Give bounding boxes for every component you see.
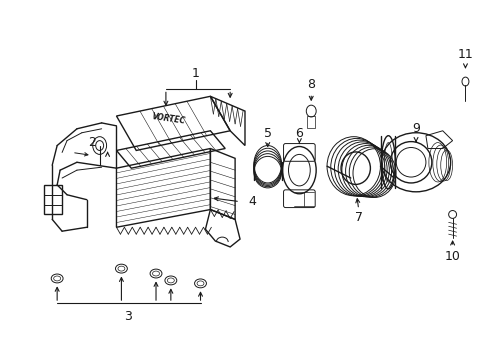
Bar bbox=[306, 116, 315, 128]
Text: 2: 2 bbox=[88, 136, 96, 149]
Text: 3: 3 bbox=[124, 310, 132, 323]
Text: 6: 6 bbox=[295, 127, 303, 140]
Text: 8: 8 bbox=[306, 78, 315, 91]
Text: 10: 10 bbox=[444, 250, 460, 263]
Text: 7: 7 bbox=[354, 211, 362, 224]
Text: 5: 5 bbox=[263, 127, 271, 140]
Text: 1: 1 bbox=[191, 67, 199, 80]
Bar bbox=[44, 185, 62, 215]
Text: 4: 4 bbox=[247, 195, 255, 208]
Text: 9: 9 bbox=[411, 122, 419, 135]
Text: 11: 11 bbox=[457, 49, 472, 62]
Text: VORTEC: VORTEC bbox=[151, 112, 186, 126]
